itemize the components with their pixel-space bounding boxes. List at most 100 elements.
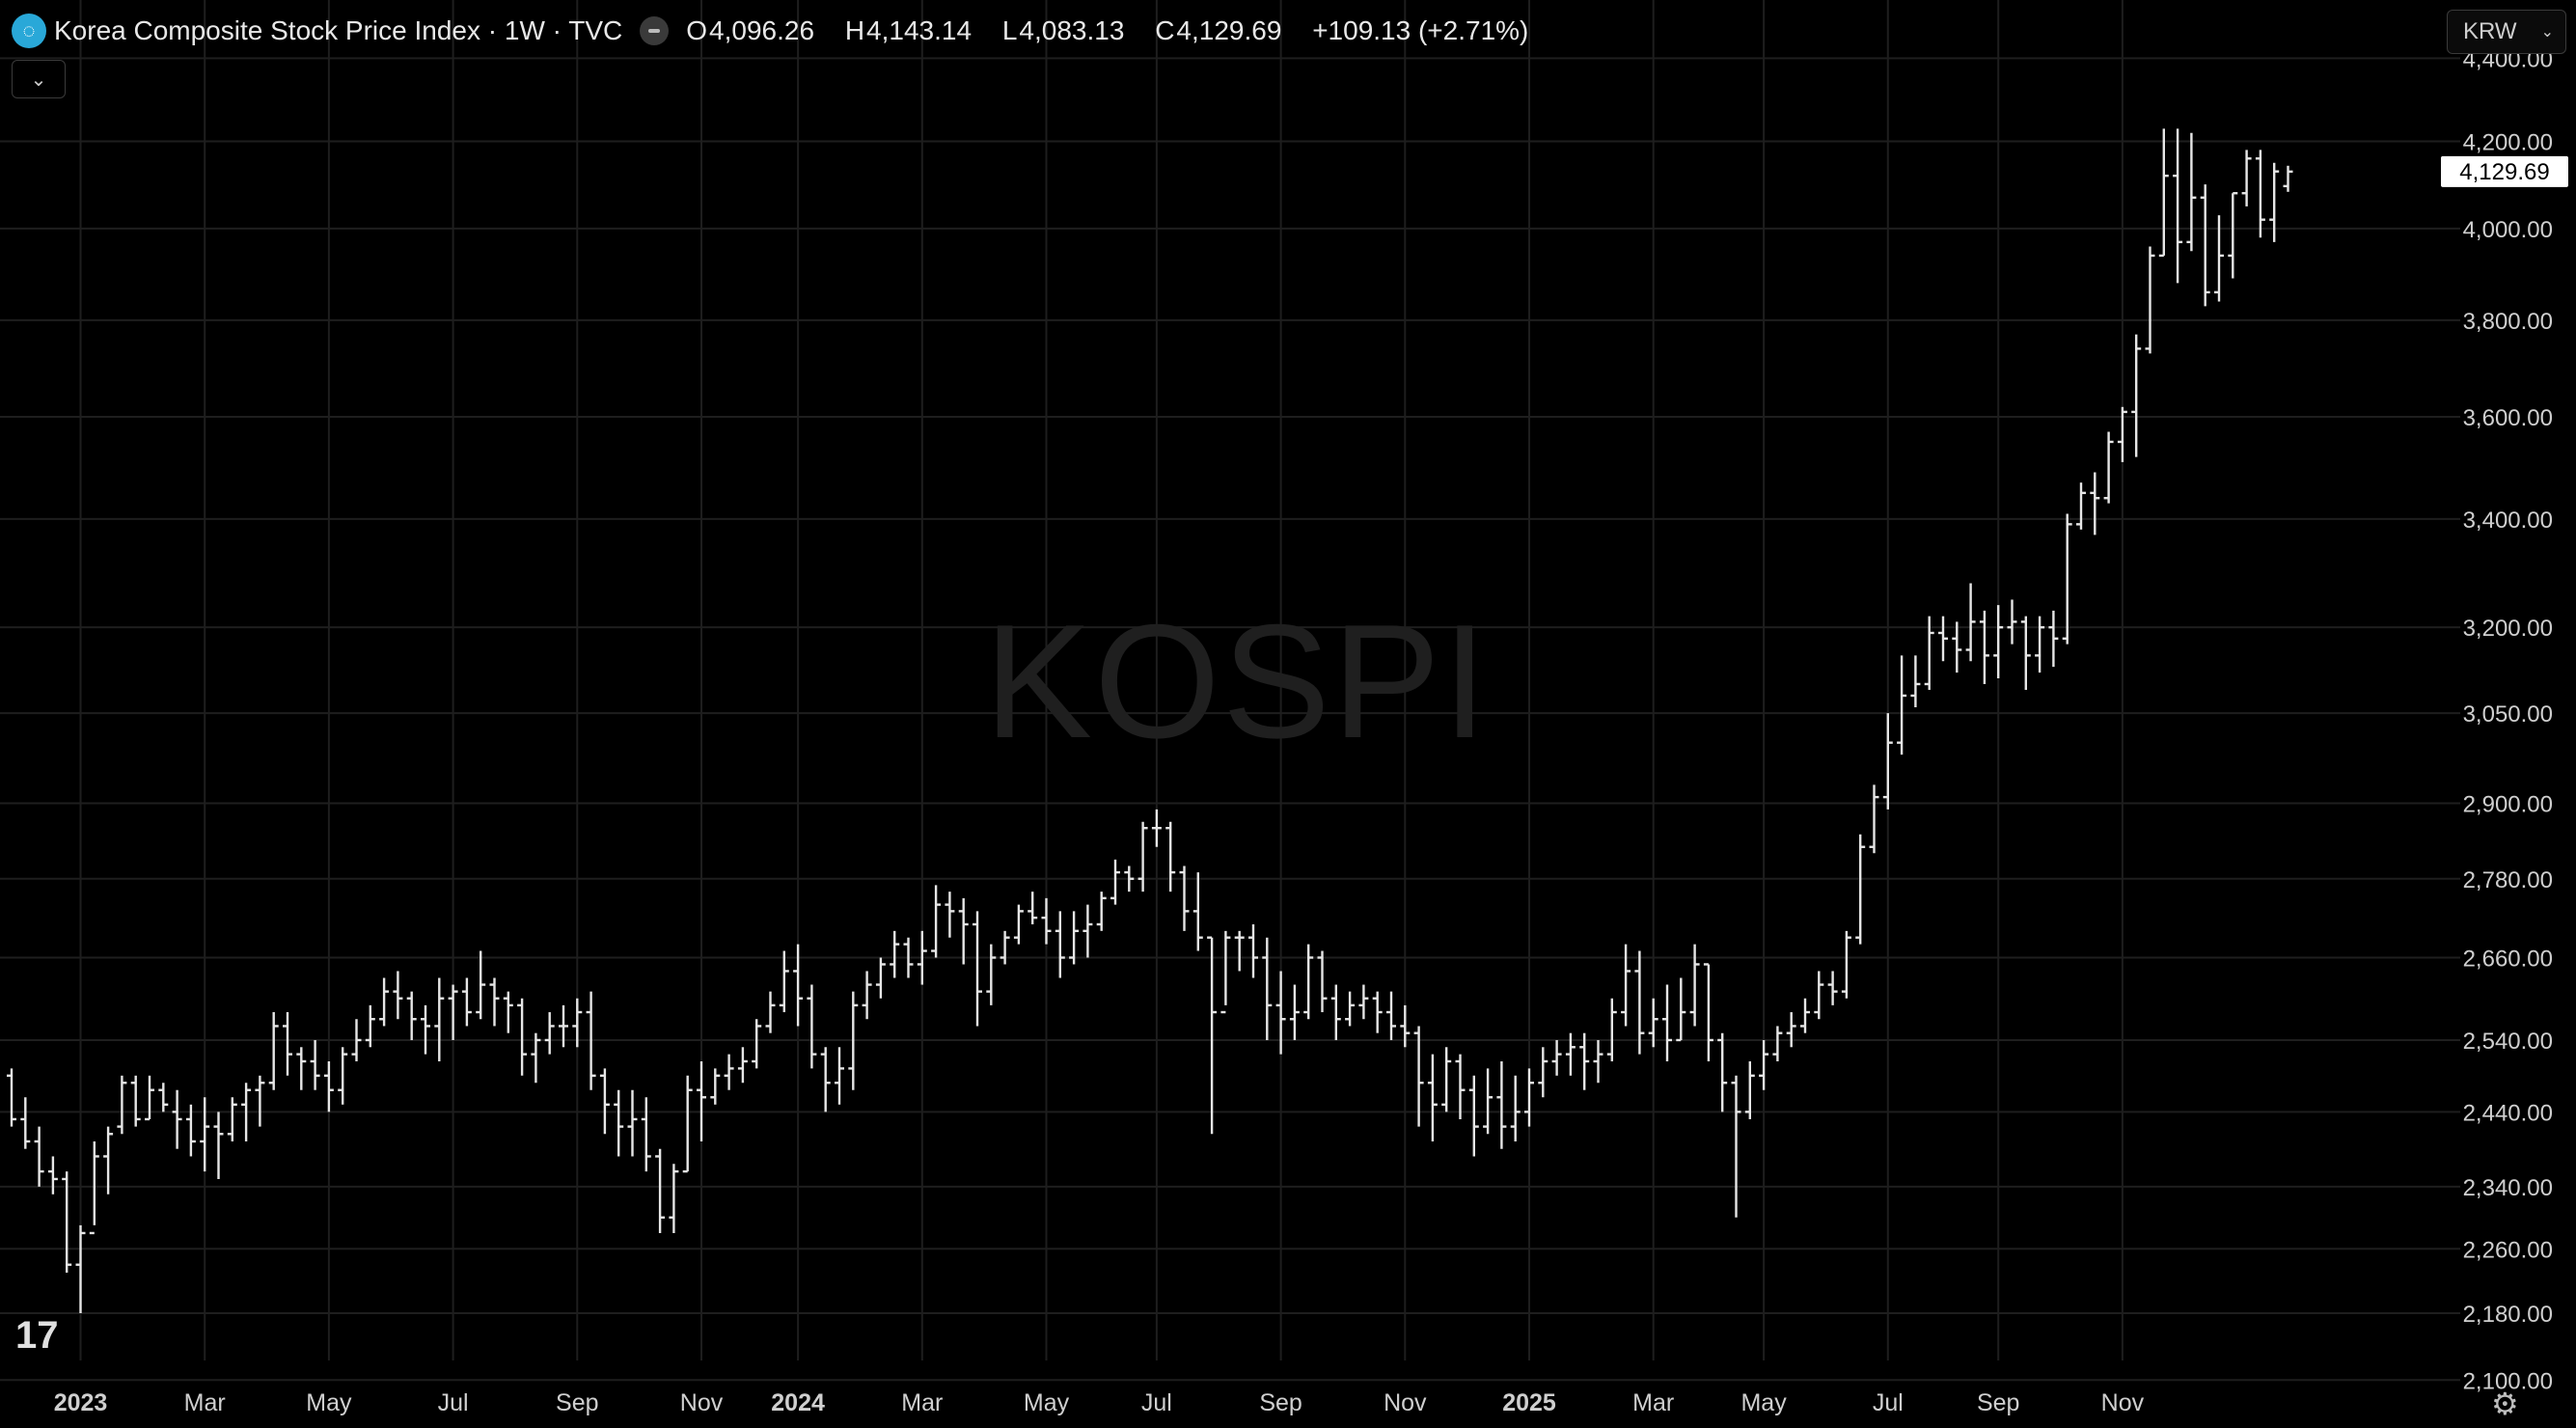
ohlc-bar [1634,950,1645,1055]
low-readout: L4,083.13 [1002,15,1137,45]
close-value: 4,129.69 [1176,15,1282,45]
ohlc-bar [241,1083,252,1141]
y-tick-label: 3,400.00 [2463,508,2553,534]
x-tick-label: Mar [901,1389,943,1416]
ohlc-bar [2173,128,2183,284]
ohlc-bar [117,1075,127,1135]
ohlc-bar [1330,984,1341,1040]
gear-icon[interactable]: ⚙ [2491,1387,2519,1421]
open-label: O [686,15,708,45]
y-tick-label: 3,050.00 [2463,701,2553,728]
ohlc-bar [34,1126,44,1187]
ohlc-bar [2283,165,2293,192]
ohlc-bar [1910,655,1921,708]
ohlc-bar [1151,809,1162,847]
ohlc-bar [448,984,458,1040]
open-readout: O4,096.26 [686,15,826,45]
last-price-label: 4,129.69 [2459,159,2549,185]
ohlc-bar [1192,872,1203,951]
ohlc-bar [559,1004,568,1048]
collapse-legend-button[interactable]: ⌄ [12,60,66,98]
ohlc-bar [1220,930,1231,1014]
ohlc-bar [531,1032,541,1084]
ohlc-bar [2103,431,2114,504]
high-value: 4,143.14 [866,15,973,45]
ohlc-bar [1317,950,1328,1013]
x-tick-label: Mar [184,1389,226,1416]
ohlc-bar [1386,991,1396,1040]
ohlc-bar [1648,998,1658,1048]
ohlc-bar [848,991,859,1090]
ohlc-bar [1814,971,1824,1020]
currency-select[interactable]: KRW ⌄ [2447,10,2566,54]
ohlc-bar [476,950,486,1020]
x-tick-label: 2025 [1502,1389,1556,1416]
ohlc-bar [1345,991,1356,1027]
ohlc-bar [1717,1032,1728,1112]
ohlc-bar [986,944,997,1005]
ohlc-bar [1096,892,1107,931]
ohlc-bar [2131,334,2142,457]
ohlc-bar [489,977,500,1027]
y-tick-label: 2,100.00 [2463,1368,2553,1394]
ohlc-bar [2186,132,2197,252]
ohlc-bar [255,1075,265,1127]
ohlc-bar [697,1060,706,1141]
symbol-title[interactable]: Korea Composite Stock Price Index · 1W ·… [54,15,623,45]
change-value: +109.13 (+2.71%) [1312,15,1529,45]
ohlc-bar [1510,1075,1521,1141]
ohlc-bar [434,977,445,1061]
ohlc-bar [227,1097,237,1141]
ohlc-bar [213,1112,224,1179]
y-tick-label: 2,180.00 [2463,1302,2553,1328]
x-tick-label: Jul [1141,1389,1172,1416]
ohlc-bar [835,1047,844,1105]
ohlc-bar [1303,944,1314,1020]
x-tick-label: 2023 [54,1389,108,1416]
ohlc-bar [1621,944,1631,1027]
ohlc-bar [1538,1047,1548,1098]
ohlc-bar [1606,998,1617,1061]
ohlc-bar [917,930,927,985]
ohlc-bar [1028,892,1038,924]
ohlc-bar [2076,482,2086,530]
x-tick-label: May [1024,1389,1070,1416]
ohlc-bar [1179,865,1190,931]
y-tick-label: 2,540.00 [2463,1029,2553,1055]
ohlc-bar [1055,911,1065,978]
market-status-icon[interactable] [640,16,670,45]
ohlc-bar [1524,1068,1534,1127]
tradingview-logo-icon[interactable]: 17 [15,1314,59,1357]
ohlc-bar [1965,583,1976,662]
ohlc-bar [1703,963,1713,1061]
ohlc-bar [1744,1060,1755,1119]
ohlc-bar [1165,821,1176,892]
symbol-logo-icon: ◌ [12,14,46,48]
ohlc-bar [1289,984,1300,1040]
ohlc-bar [1110,859,1120,905]
ohlc-bar [1234,930,1245,972]
close-readout: C4,129.69 [1155,15,1293,45]
ohlc-bar [338,1047,348,1105]
low-label: L [1001,15,1018,45]
ohlc-bar [2255,150,2265,238]
ohlc-bar [1441,1047,1452,1112]
x-tick-label: 2024 [771,1389,825,1416]
ohlc-bar [103,1126,114,1195]
y-tick-label: 3,600.00 [2463,405,2553,431]
ohlc-bar [172,1089,182,1149]
ohlc-bar [1952,621,1962,673]
ohlc-bar [503,991,513,1033]
ohlc-bar [737,1047,748,1084]
ohlc-bar [793,944,804,1027]
ohlc-bar [1869,784,1879,854]
ohlc-bar [365,1004,375,1048]
ohlc-bar [2020,616,2031,690]
symbol-watermark: KOSPI [984,590,1490,772]
ohlc-bar [1662,984,1672,1061]
y-tick-label: 3,800.00 [2463,309,2553,335]
ohlc-bar [75,1224,86,1314]
chart-header: ◌ Korea Composite Stock Price Index · 1W… [12,12,1540,50]
x-tick-label: Jul [438,1389,469,1416]
